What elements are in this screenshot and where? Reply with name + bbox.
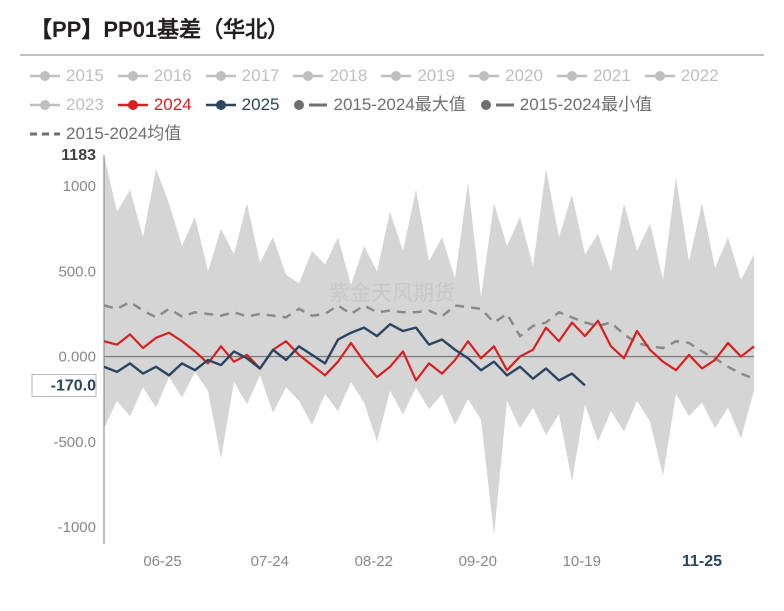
y-tick-label: -500.0 — [53, 434, 96, 451]
legend-item[interactable]: 2022 — [645, 62, 719, 90]
legend-item[interactable]: 2023 — [30, 91, 104, 119]
title-rule — [20, 54, 764, 56]
legend-label: 2017 — [242, 62, 280, 90]
legend-item[interactable]: 2025 — [206, 91, 280, 119]
chart-area: 紫金天风期货 11831000500.00.000-170.0-500.0-10… — [20, 149, 764, 584]
legend-item[interactable]: 2019 — [381, 62, 455, 90]
x-tick-label: 08-22 — [355, 553, 393, 570]
legend-label: 2019 — [417, 62, 455, 90]
legend: 2015 2016 2017 2018 2019 2020 2021 2022 2023 2024… — [0, 62, 784, 149]
legend-label: 2015-2024最小值 — [520, 91, 652, 119]
y-tick-label: 0.000 — [58, 349, 96, 366]
legend-label: 2025 — [242, 91, 280, 119]
legend-item[interactable]: 2017 — [206, 62, 280, 90]
legend-item[interactable]: 2016 — [118, 62, 192, 90]
y-tick-label: -1000 — [58, 519, 96, 536]
chart-svg: 1183 1000 500.0 0.000 -170.0 -500.0 -1000 06-25… — [20, 149, 764, 579]
legend-label: 2020 — [505, 62, 543, 90]
legend-item[interactable]: 2015-2024最小值 — [480, 91, 652, 119]
y-tick-label: -170.0 — [51, 378, 96, 395]
legend-label: 2024 — [154, 91, 192, 119]
legend-item[interactable]: 2021 — [557, 62, 631, 90]
legend-item[interactable]: 2020 — [469, 62, 543, 90]
legend-label: 2022 — [681, 62, 719, 90]
legend-label: 2015 — [66, 62, 104, 90]
x-tick-label: 09-20 — [459, 553, 497, 570]
legend-item[interactable]: 2015-2024最大值 — [293, 91, 465, 119]
legend-label: 2021 — [593, 62, 631, 90]
legend-item[interactable]: 2024 — [118, 91, 192, 119]
y-tick-label: 1183 — [61, 149, 96, 164]
legend-label: 2023 — [66, 91, 104, 119]
legend-label: 2018 — [329, 62, 367, 90]
x-tick-label: 10-19 — [563, 553, 601, 570]
legend-label: 2015-2024最大值 — [333, 91, 465, 119]
legend-item[interactable]: 2015-2024均值 — [30, 120, 181, 148]
legend-label: 2015-2024均值 — [66, 120, 181, 148]
x-tick-label: 11-25 — [682, 553, 722, 570]
x-tick-label: 06-25 — [143, 553, 181, 570]
y-tick-label: 500.0 — [58, 263, 96, 280]
legend-label: 2016 — [154, 62, 192, 90]
legend-item[interactable]: 2015 — [30, 62, 104, 90]
y-tick-label: 1000 — [63, 178, 96, 195]
x-tick-label: 07-24 — [251, 553, 289, 570]
chart-title: 【PP】PP01基差（华北） — [0, 0, 784, 54]
legend-item[interactable]: 2018 — [293, 62, 367, 90]
